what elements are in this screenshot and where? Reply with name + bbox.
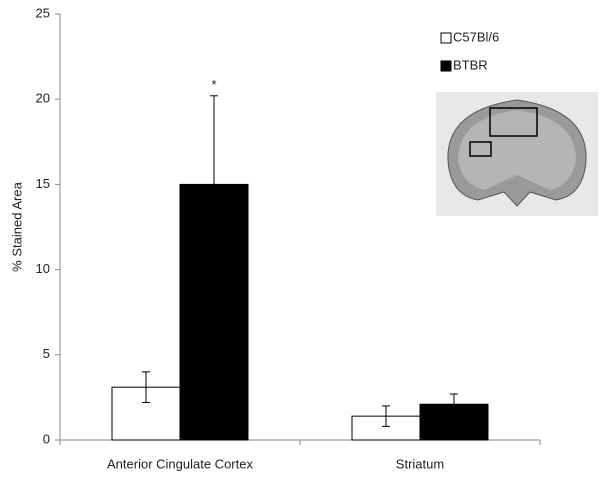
y-tick-label: 0	[43, 431, 50, 446]
y-tick-label: 15	[36, 176, 50, 191]
legend-swatch	[440, 60, 452, 72]
legend-swatch	[440, 32, 452, 44]
y-axis-label: % Stained Area	[9, 181, 24, 271]
bar	[179, 183, 249, 441]
legend-label: BTBR	[453, 57, 488, 72]
x-tick-label: Anterior Cingulate Cortex	[107, 456, 253, 471]
legend-label: C57Bl/6	[453, 29, 499, 44]
brain-inset	[436, 92, 598, 216]
error-bar	[450, 393, 458, 405]
y-tick-label: 10	[36, 261, 50, 276]
error-bar	[142, 371, 150, 404]
bar	[419, 403, 489, 441]
error-bar	[210, 95, 218, 185]
significance-annotation: *	[211, 77, 216, 92]
y-tick-label: 25	[36, 5, 50, 20]
y-tick-label: 5	[43, 346, 50, 361]
y-tick-label: 20	[36, 91, 50, 106]
x-tick-label: Striatum	[396, 456, 444, 471]
error-bar	[382, 405, 390, 427]
